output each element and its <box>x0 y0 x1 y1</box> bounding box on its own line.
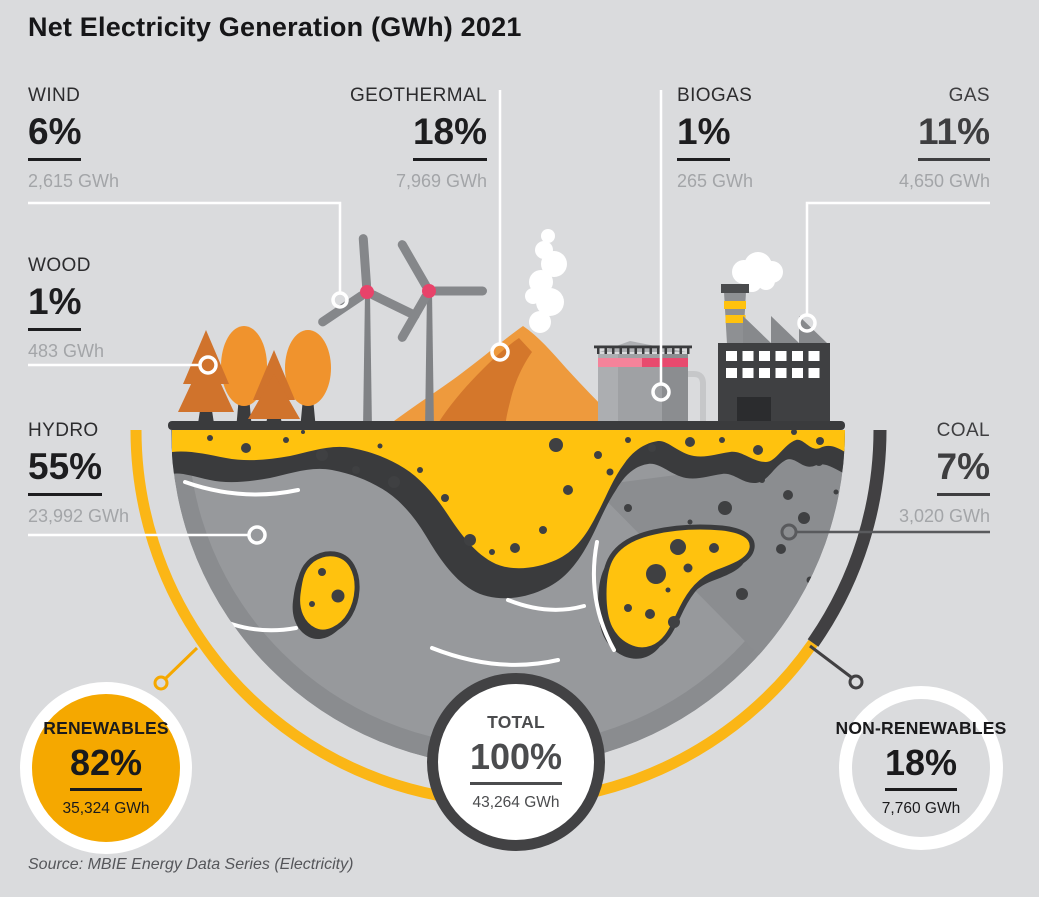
label-gas-gwh: 4,650 GWh <box>898 170 990 191</box>
turbine-hub <box>360 285 374 299</box>
earth-hemisphere <box>171 430 845 767</box>
label-hydro-name: HYDRO <box>28 420 99 441</box>
soil-speckles <box>207 430 824 555</box>
non-renewables-badge: NON-RENEWABLES 18% 7,760 GWh <box>836 686 1006 850</box>
soil-layer <box>172 430 845 569</box>
label-geothermal-percent: 18% <box>412 113 487 161</box>
biogas-tank-icon <box>594 341 706 428</box>
smoke-icon <box>732 252 783 292</box>
label-wind-gwh: 2,615 GWh <box>28 170 120 191</box>
label-biogas-percent: 1% <box>677 113 731 161</box>
label-wood-percent: 1% <box>28 283 82 331</box>
non-renewables-badge-gwh: 7,760 GWh <box>881 800 961 817</box>
label-geothermal-name: GEOTHERMAL <box>349 85 487 106</box>
island <box>598 524 755 659</box>
total-badge-percent: 100% <box>469 739 563 785</box>
renewables-badge-percent: 82% <box>69 745 143 791</box>
label-biogas-name: BIOGAS <box>677 85 753 106</box>
trees-icon <box>178 326 331 430</box>
label-coal: COAL 7% 3,020 GWh <box>899 420 990 527</box>
label-biogas-gwh: 265 GWh <box>677 170 754 191</box>
label-hydro-gwh: 23,992 GWh <box>28 505 130 526</box>
source-note: Source: MBIE Energy Data Series (Electri… <box>28 856 354 873</box>
label-coal-gwh: 3,020 GWh <box>898 505 990 526</box>
ground-line <box>168 421 845 430</box>
non-renewables-badge-name: NON-RENEWABLES <box>835 718 1007 738</box>
label-wood-name: WOOD <box>28 255 91 276</box>
renewables-badge: RENEWABLES 82% 35,324 GWh <box>20 682 192 854</box>
renewables-badge-gwh: 35,324 GWh <box>62 800 150 817</box>
geothermal-volcano-icon <box>382 229 626 430</box>
renewables-badge-name: RENEWABLES <box>43 718 169 738</box>
label-biogas: BIOGAS 1% 265 GWh <box>677 85 753 192</box>
non-renewables-badge-percent: 18% <box>884 745 958 791</box>
turbine-hub <box>422 284 436 298</box>
label-geothermal: GEOTHERMAL 18% 7,969 GWh <box>350 85 487 192</box>
island <box>292 551 360 640</box>
factory-icon <box>718 252 830 430</box>
factory-windows <box>726 351 820 378</box>
leader-lines <box>28 90 990 691</box>
label-wood-gwh: 483 GWh <box>28 340 105 361</box>
renewables-arc <box>130 429 818 808</box>
total-badge-gwh: 43,264 GWh <box>472 794 560 811</box>
label-coal-name: COAL <box>936 420 990 441</box>
wind-turbine-icon <box>397 240 487 430</box>
label-wind-percent: 6% <box>28 113 82 161</box>
label-wind: WIND 6% 2,615 GWh <box>28 85 119 192</box>
page-title: Net Electricity Generation (GWh) 2021 <box>28 12 522 42</box>
label-gas-name: GAS <box>948 85 990 106</box>
label-wood: WOOD 1% 483 GWh <box>28 255 104 362</box>
non-renewables-arc <box>807 429 887 647</box>
label-gas-percent: 11% <box>917 113 990 161</box>
label-coal-percent: 7% <box>936 448 990 496</box>
label-wind-name: WIND <box>28 85 81 106</box>
total-badge-name: TOTAL <box>487 712 545 732</box>
label-hydro-percent: 55% <box>28 448 103 496</box>
steam-icon <box>525 229 567 333</box>
wind-turbine-icon <box>318 234 420 430</box>
label-gas: GAS 11% 4,650 GWh <box>899 85 990 192</box>
label-geothermal-gwh: 7,969 GWh <box>395 170 487 191</box>
total-badge: TOTAL 100% 43,264 GWh <box>427 673 605 851</box>
label-hydro: HYDRO 55% 23,992 GWh <box>28 420 129 527</box>
